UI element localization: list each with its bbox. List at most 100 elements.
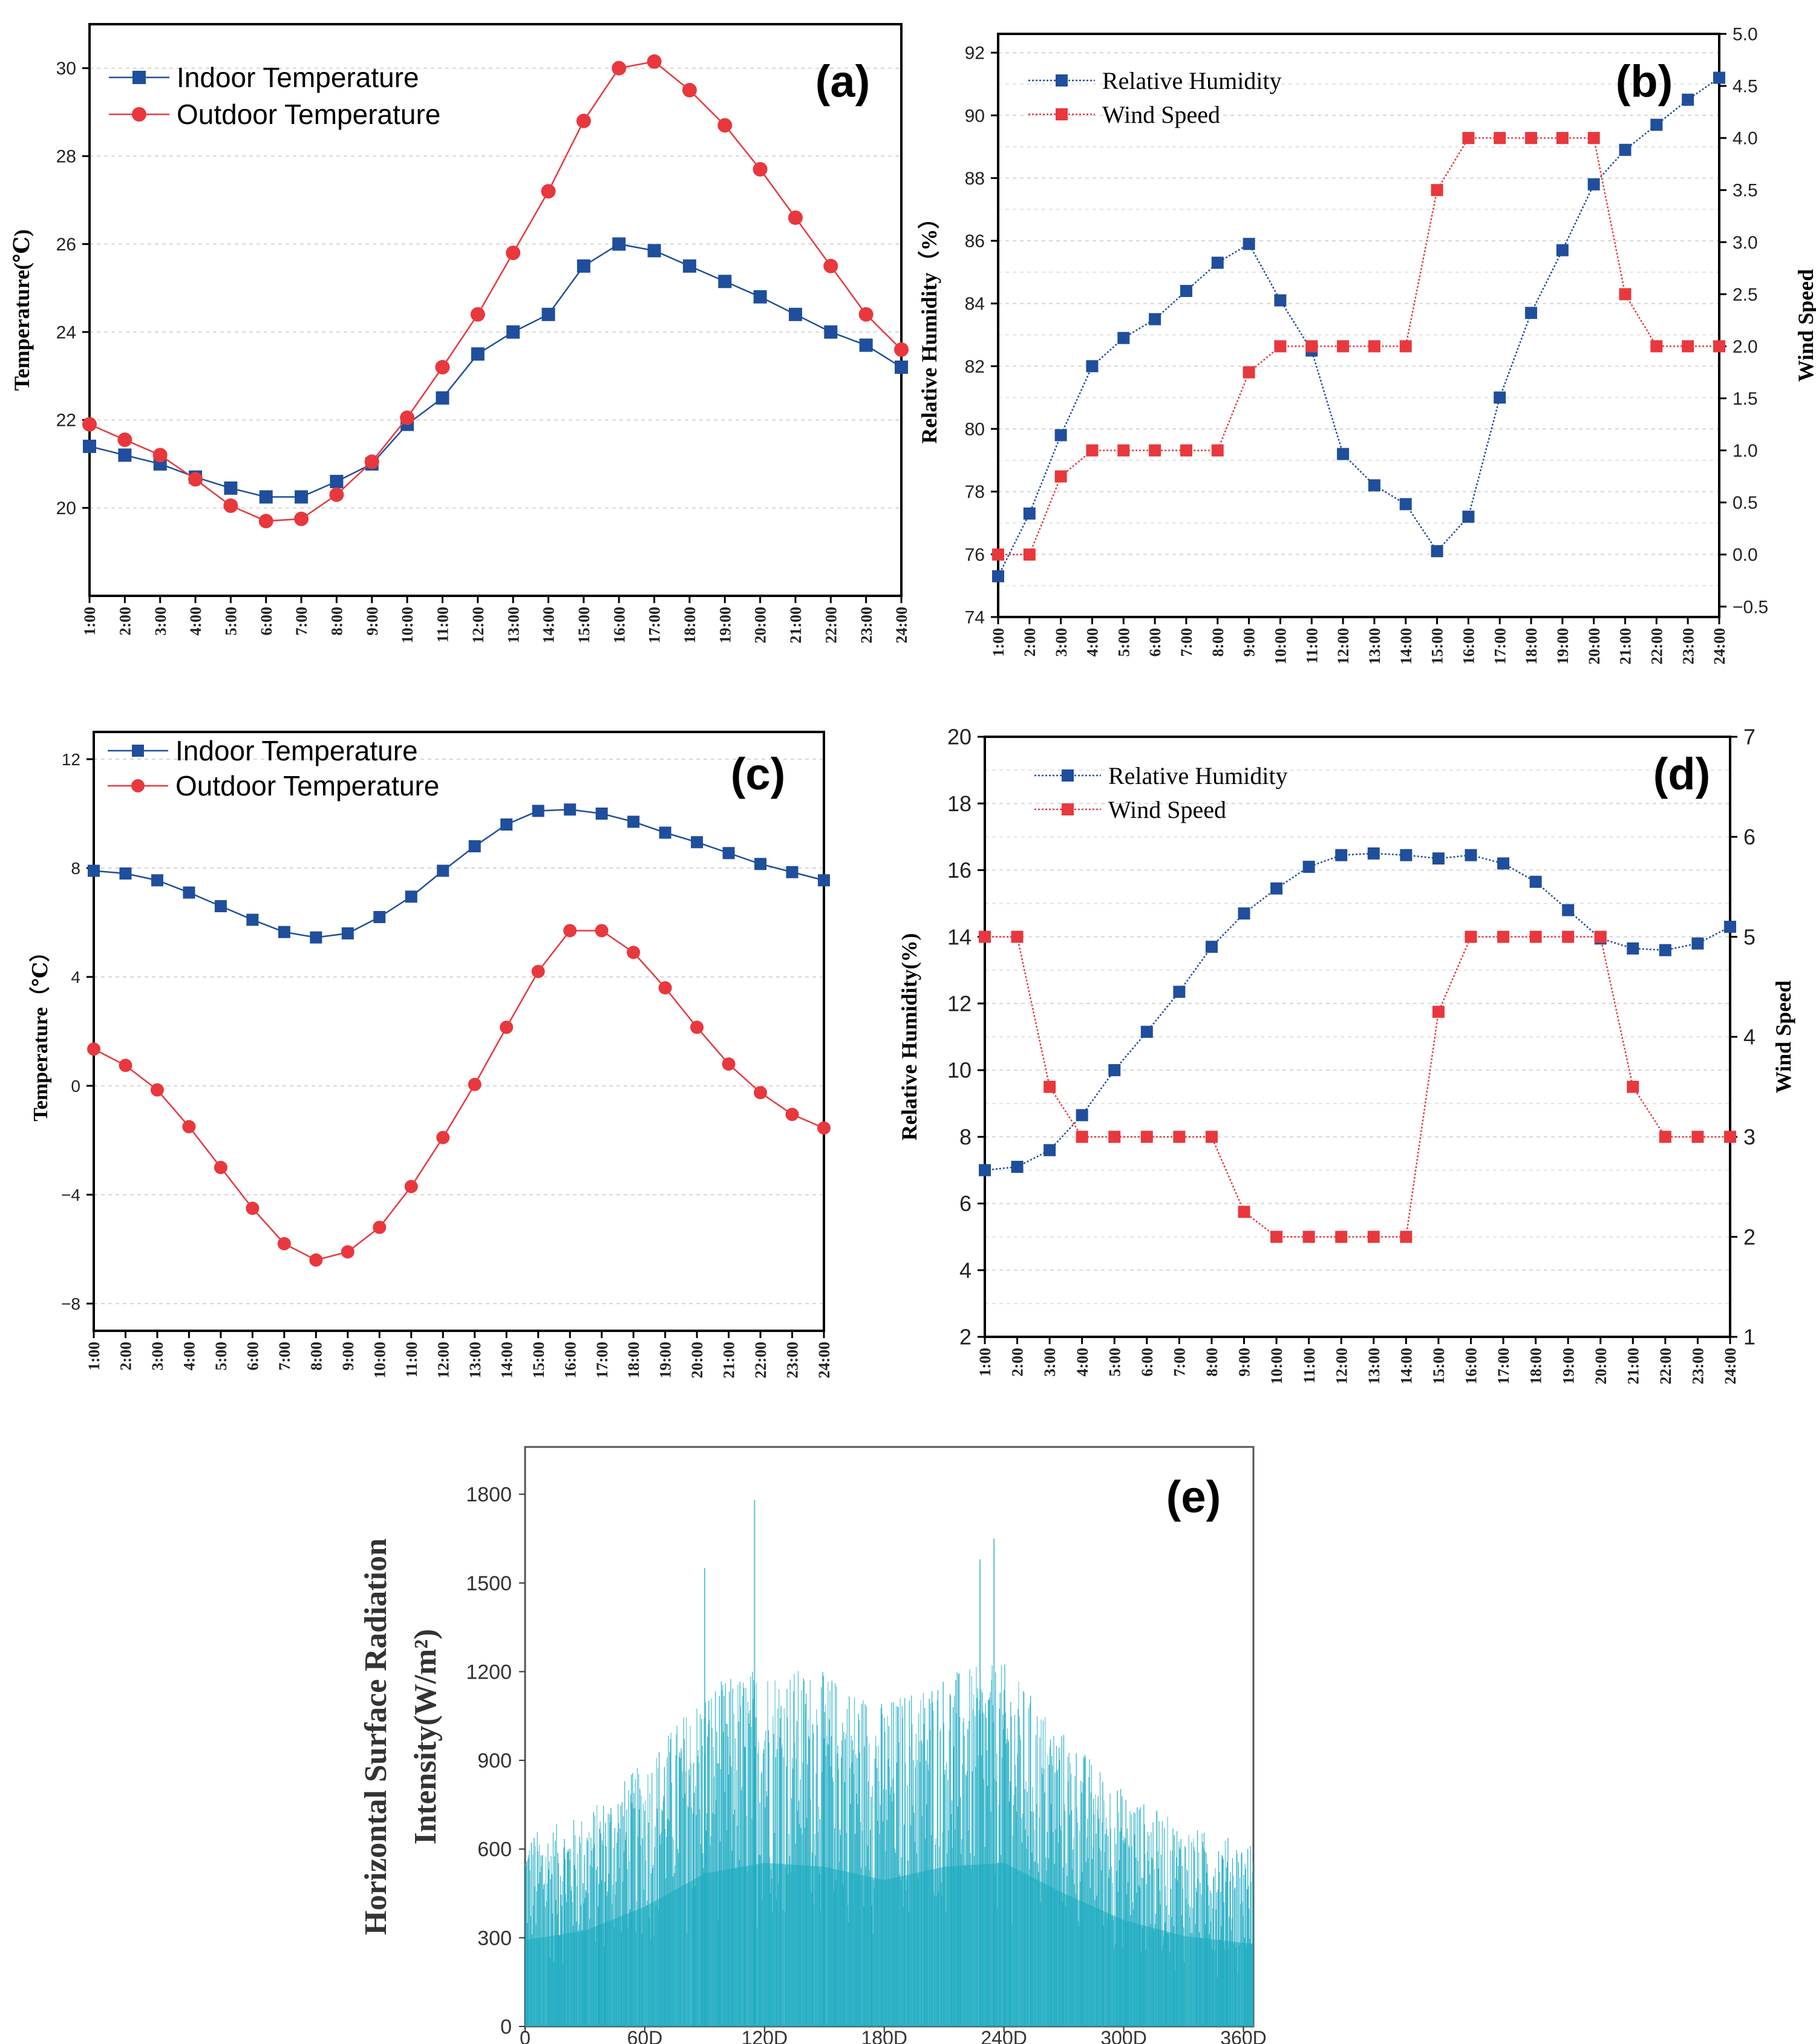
x-tick-label: 24:00 (1711, 628, 1728, 665)
series-line (89, 60, 902, 522)
data-point (788, 307, 802, 321)
data-point (823, 258, 838, 273)
x-tick-label: 1:00 (990, 628, 1007, 657)
y-tick-label: 0 (71, 1077, 80, 1095)
data-point (373, 1221, 387, 1234)
data-point (1525, 132, 1538, 145)
series-line (93, 930, 825, 1261)
x-tick-label: 14:00 (498, 1342, 515, 1379)
x-tick-label: 21:00 (1617, 628, 1635, 665)
legend-label: Outdoor Temperature (177, 99, 440, 130)
data-point (436, 391, 449, 405)
data-point (1431, 545, 1443, 558)
x-tick-label: 20:00 (1592, 1348, 1610, 1385)
data-point (1238, 907, 1250, 920)
data-point (1086, 360, 1099, 373)
y2-tick-label: −0.5 (1733, 597, 1768, 617)
data-point (152, 448, 168, 463)
data-point (329, 487, 344, 502)
x-tick-label: 22:00 (822, 607, 840, 644)
x-tick-label: 1:00 (976, 1348, 994, 1377)
data-point (223, 498, 238, 513)
data-point (1525, 307, 1538, 319)
data-point (1556, 244, 1569, 256)
x-tick-label: 22:00 (1648, 628, 1665, 665)
x-tick-label: 5:00 (1106, 1348, 1123, 1377)
x-tick-label: 20:00 (752, 607, 769, 644)
x-tick-label: 5:00 (212, 1342, 230, 1371)
x-tick-label: 9:00 (1241, 628, 1258, 657)
x-tick-label: 11:00 (1301, 1348, 1318, 1383)
gridlines (998, 52, 1719, 618)
panel-label: (e) (1166, 1472, 1221, 1522)
data-point (1211, 256, 1224, 269)
x-tick-label: 23:00 (1690, 1348, 1707, 1385)
data-point (595, 924, 609, 938)
legend: Relative Humidity Wind Speed (1028, 67, 1282, 128)
x-tick-label: 12:00 (469, 607, 487, 644)
y2-tick-label: 7 (1743, 725, 1756, 749)
x-tick-label: 8:00 (1209, 628, 1227, 657)
data-point (1462, 511, 1475, 523)
data-point (722, 1057, 736, 1071)
x-tick-label: 10:00 (371, 1342, 388, 1379)
x-tick-label: 15:00 (575, 607, 593, 644)
y2-tick-label: 1.0 (1733, 441, 1758, 461)
data-point (118, 448, 132, 462)
data-point (278, 926, 290, 938)
data-point (1302, 860, 1315, 873)
data-point (1044, 1080, 1056, 1093)
data-point (182, 1120, 196, 1134)
data-point (246, 1201, 260, 1215)
data-point (1140, 1131, 1153, 1143)
data-point (1497, 857, 1510, 870)
x-tick-label: 60D (627, 2027, 663, 2044)
data-point (259, 490, 273, 504)
data-point (1682, 340, 1694, 353)
legend-marker (132, 745, 144, 757)
data-point (188, 472, 203, 487)
gridlines (985, 736, 1730, 1337)
y-tick-label: 0 (500, 2016, 512, 2039)
x-tick-label: 17:00 (593, 1342, 611, 1379)
y-tick-label: 1200 (466, 1660, 512, 1683)
y-tick-label: 20 (947, 725, 972, 749)
x-tick-label: 120D (742, 2027, 788, 2044)
data-point (1274, 340, 1287, 353)
y-axis-title-line1: Horizontal Surface Radiation (359, 1538, 393, 1935)
x-tick-label: 16:00 (1460, 628, 1477, 665)
y-tick-label: 30 (56, 59, 76, 79)
data-point (150, 1083, 164, 1097)
plot-frame (93, 731, 825, 1332)
y-axis-left: 20 22 24 26 28 30 (56, 59, 90, 518)
y2-tick-label: 3.0 (1733, 233, 1758, 253)
x-tick-label: 240D (981, 2027, 1027, 2044)
legend-marker (1056, 108, 1068, 120)
data-point (341, 1245, 354, 1259)
data-point (500, 818, 513, 831)
x-tick-label: 9:00 (339, 1342, 357, 1371)
x-tick-label: 15:00 (1430, 1348, 1448, 1385)
y2-axis-title: Wind Speed (1771, 981, 1795, 1093)
x-tick-label: 4:00 (1084, 628, 1102, 657)
x-tick-label: 180D (861, 2027, 908, 2044)
data-point (400, 410, 415, 425)
data-point (1180, 444, 1192, 457)
data-point (859, 338, 873, 352)
data-point (364, 454, 379, 469)
data-point (690, 1020, 704, 1034)
legend-label: Indoor Temperature (177, 62, 419, 93)
y-tick-label: 600 (477, 1838, 512, 1861)
legend-label: Relative Humidity (1102, 67, 1282, 94)
x-tick-label: 18:00 (625, 1342, 642, 1379)
y-axis-title: Relative Humidity(%) (897, 933, 921, 1141)
y-tick-label: 6 (959, 1191, 972, 1216)
data-point (1713, 340, 1725, 353)
series-relative-humidity (992, 71, 1725, 583)
data-point (1594, 930, 1607, 943)
x-tick-label: 14:00 (1397, 1348, 1415, 1385)
data-point (1659, 1131, 1671, 1143)
y-axis-left: 74 76 78 80 82 84 86 88 90 92 (965, 44, 998, 628)
x-tick-label: 3:00 (1041, 1348, 1059, 1377)
y-axis-title-line2: Intensity(W/m²) (408, 1629, 443, 1844)
